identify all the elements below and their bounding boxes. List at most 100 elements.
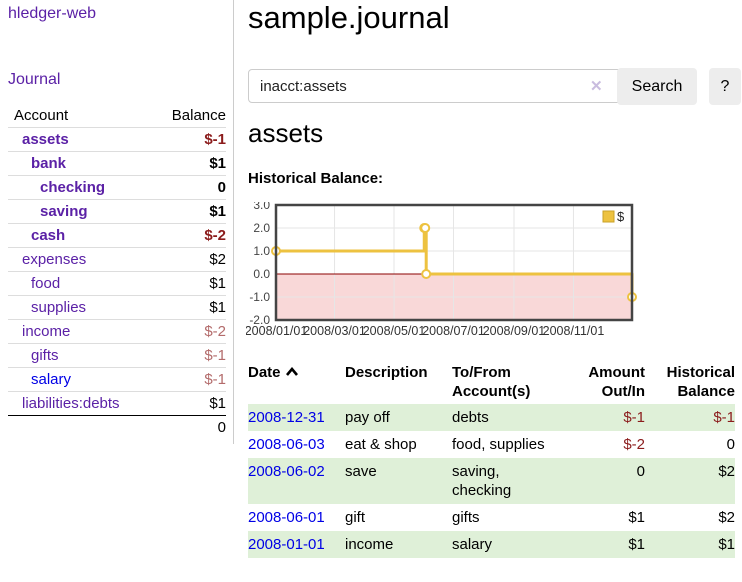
column-header-description[interactable]: Description	[345, 364, 428, 381]
help-button[interactable]: ?	[709, 68, 741, 105]
column-header-amount[interactable]: Amount Out/In	[588, 364, 645, 400]
account-balance: $1	[209, 299, 226, 316]
account-balance: $-1	[204, 131, 226, 148]
register-row[interactable]: 2008-06-02 save saving, checking 0 $2	[248, 458, 735, 504]
account-link[interactable]: income	[22, 323, 71, 340]
transaction-date-link[interactable]: 2008-06-03	[248, 436, 325, 453]
sidebar-item-journal[interactable]: Journal	[8, 71, 61, 88]
sidebar-account-food[interactable]: food $1	[8, 272, 226, 296]
transaction-description: pay off	[345, 409, 390, 426]
register-row[interactable]: 2008-12-31 pay off debts $-1 $-1	[248, 404, 735, 431]
transaction-amount: 0	[636, 463, 645, 480]
account-column-header: Account	[14, 107, 69, 124]
legend-swatch	[602, 210, 615, 223]
account-link[interactable]: gifts	[31, 347, 59, 364]
transaction-balance: $2	[718, 463, 735, 480]
search-input[interactable]	[248, 69, 635, 103]
transaction-date-link[interactable]: 2008-06-01	[248, 509, 325, 526]
transaction-date-link[interactable]: 2008-12-31	[248, 409, 325, 426]
column-header-accounts[interactable]: To/From Account(s)	[452, 364, 531, 400]
transaction-accounts: saving, checking	[452, 463, 512, 499]
accounts-total-value: 0	[217, 419, 226, 436]
svg-text:2008/01/01: 2008/01/01	[246, 324, 307, 338]
register-table: Date Description To/From Account(s) Amou…	[248, 360, 735, 558]
account-balance: $-1	[204, 347, 226, 364]
account-balance: $-2	[204, 227, 226, 244]
chart-frame	[274, 203, 634, 322]
account-link[interactable]: salary	[31, 371, 72, 388]
transaction-amount: $-1	[623, 409, 645, 426]
sidebar-account-salary[interactable]: salary $-1	[8, 368, 226, 392]
accounts-total-row: 0	[8, 416, 226, 439]
account-link[interactable]: cash	[31, 227, 66, 244]
account-link[interactable]: food	[31, 275, 61, 292]
sidebar-account-income[interactable]: income $-2	[8, 320, 226, 344]
account-balance: $-1	[204, 371, 226, 388]
column-header-date[interactable]: Date	[248, 360, 345, 404]
column-header-balance[interactable]: Historical Balance	[666, 364, 735, 400]
account-link[interactable]: supplies	[31, 299, 87, 316]
transaction-amount: $1	[628, 536, 645, 553]
transaction-amount: $1	[628, 509, 645, 526]
svg-text:-2.0: -2.0	[249, 313, 270, 327]
accounts-table-header: Account Balance	[8, 104, 226, 128]
sort-ascending-icon[interactable]	[285, 366, 299, 376]
app-title-link[interactable]: hledger-web	[8, 5, 97, 22]
clear-search-icon[interactable]: ✕	[590, 78, 603, 95]
transaction-balance: $-1	[713, 409, 735, 426]
account-link[interactable]: liabilities:debts	[22, 395, 120, 412]
transaction-date-link[interactable]: 2008-01-01	[248, 536, 325, 553]
register-row[interactable]: 2008-01-01 income salary $1 $1	[248, 531, 735, 558]
transaction-amount: $-2	[623, 436, 645, 453]
svg-text:1.0: 1.0	[253, 244, 270, 258]
svg-text:2008/03/01: 2008/03/01	[303, 324, 366, 338]
svg-text:2008/09/01: 2008/09/01	[483, 324, 546, 338]
account-link[interactable]: expenses	[22, 251, 87, 268]
register-header-row: Date Description To/From Account(s) Amou…	[248, 360, 735, 404]
sidebar-account-checking[interactable]: checking 0	[8, 176, 226, 200]
svg-text:3.0: 3.0	[253, 202, 270, 212]
account-link[interactable]: bank	[31, 155, 67, 172]
historical-balance-chart: 3.0 2.0 1.0 0.0 -1.0 -2.02008/01/012008/03/01…	[246, 202, 637, 338]
account-balance: $2	[209, 251, 226, 268]
transaction-accounts: gifts	[452, 509, 480, 526]
transaction-description: eat & shop	[345, 436, 417, 453]
account-balance: $1	[209, 395, 226, 412]
register-row[interactable]: 2008-06-03 eat & shop food, supplies $-2…	[248, 431, 735, 458]
sidebar-account-supplies[interactable]: supplies $1	[8, 296, 226, 320]
sidebar-account-saving[interactable]: saving $1	[8, 200, 226, 224]
transaction-description: income	[345, 536, 394, 553]
sidebar-account-cash[interactable]: cash $-2	[8, 224, 226, 248]
account-balance: $-2	[204, 323, 226, 340]
transaction-balance: $2	[718, 509, 735, 526]
sidebar: hledger-web Journal Account Balance asse…	[0, 0, 234, 444]
account-link[interactable]: assets	[22, 131, 69, 148]
svg-text:0.0: 0.0	[253, 267, 270, 281]
register-row[interactable]: 2008-06-01 gift gifts $1 $2	[248, 504, 735, 531]
transaction-balance: $1	[718, 536, 735, 553]
balance-column-header: Balance	[171, 107, 226, 124]
transaction-date-link[interactable]: 2008-06-02	[248, 463, 325, 480]
sidebar-account-assets[interactable]: assets $-1	[8, 128, 226, 152]
svg-text:2008/05/01: 2008/05/01	[363, 324, 426, 338]
sidebar-account-liabilities-debts[interactable]: liabilities:debts $1	[8, 392, 226, 416]
account-link[interactable]: checking	[40, 179, 106, 196]
sidebar-account-gifts[interactable]: gifts $-1	[8, 344, 226, 368]
svg-text:2008/11/01: 2008/11/01	[543, 324, 605, 338]
date-header-label: Date	[248, 364, 281, 381]
svg-text:2008/07/01: 2008/07/01	[422, 324, 485, 338]
page-title: sample.journal	[248, 0, 450, 35]
sidebar-account-bank[interactable]: bank $1	[8, 152, 226, 176]
account-balance: $1	[209, 155, 226, 172]
chart-heading: Historical Balance:	[248, 170, 384, 187]
search-button[interactable]: Search	[617, 68, 697, 105]
transaction-description: gift	[345, 509, 366, 526]
svg-text:-1.0: -1.0	[249, 290, 270, 304]
accounts-table: Account Balance assets $-1 bank $1 check…	[8, 104, 226, 439]
sidebar-account-expenses[interactable]: expenses $2	[8, 248, 226, 272]
transaction-balance: 0	[726, 436, 735, 453]
account-balance: $1	[209, 275, 226, 292]
account-balance: 0	[217, 179, 226, 196]
transaction-accounts: debts	[452, 409, 489, 426]
account-link[interactable]: saving	[40, 203, 88, 220]
